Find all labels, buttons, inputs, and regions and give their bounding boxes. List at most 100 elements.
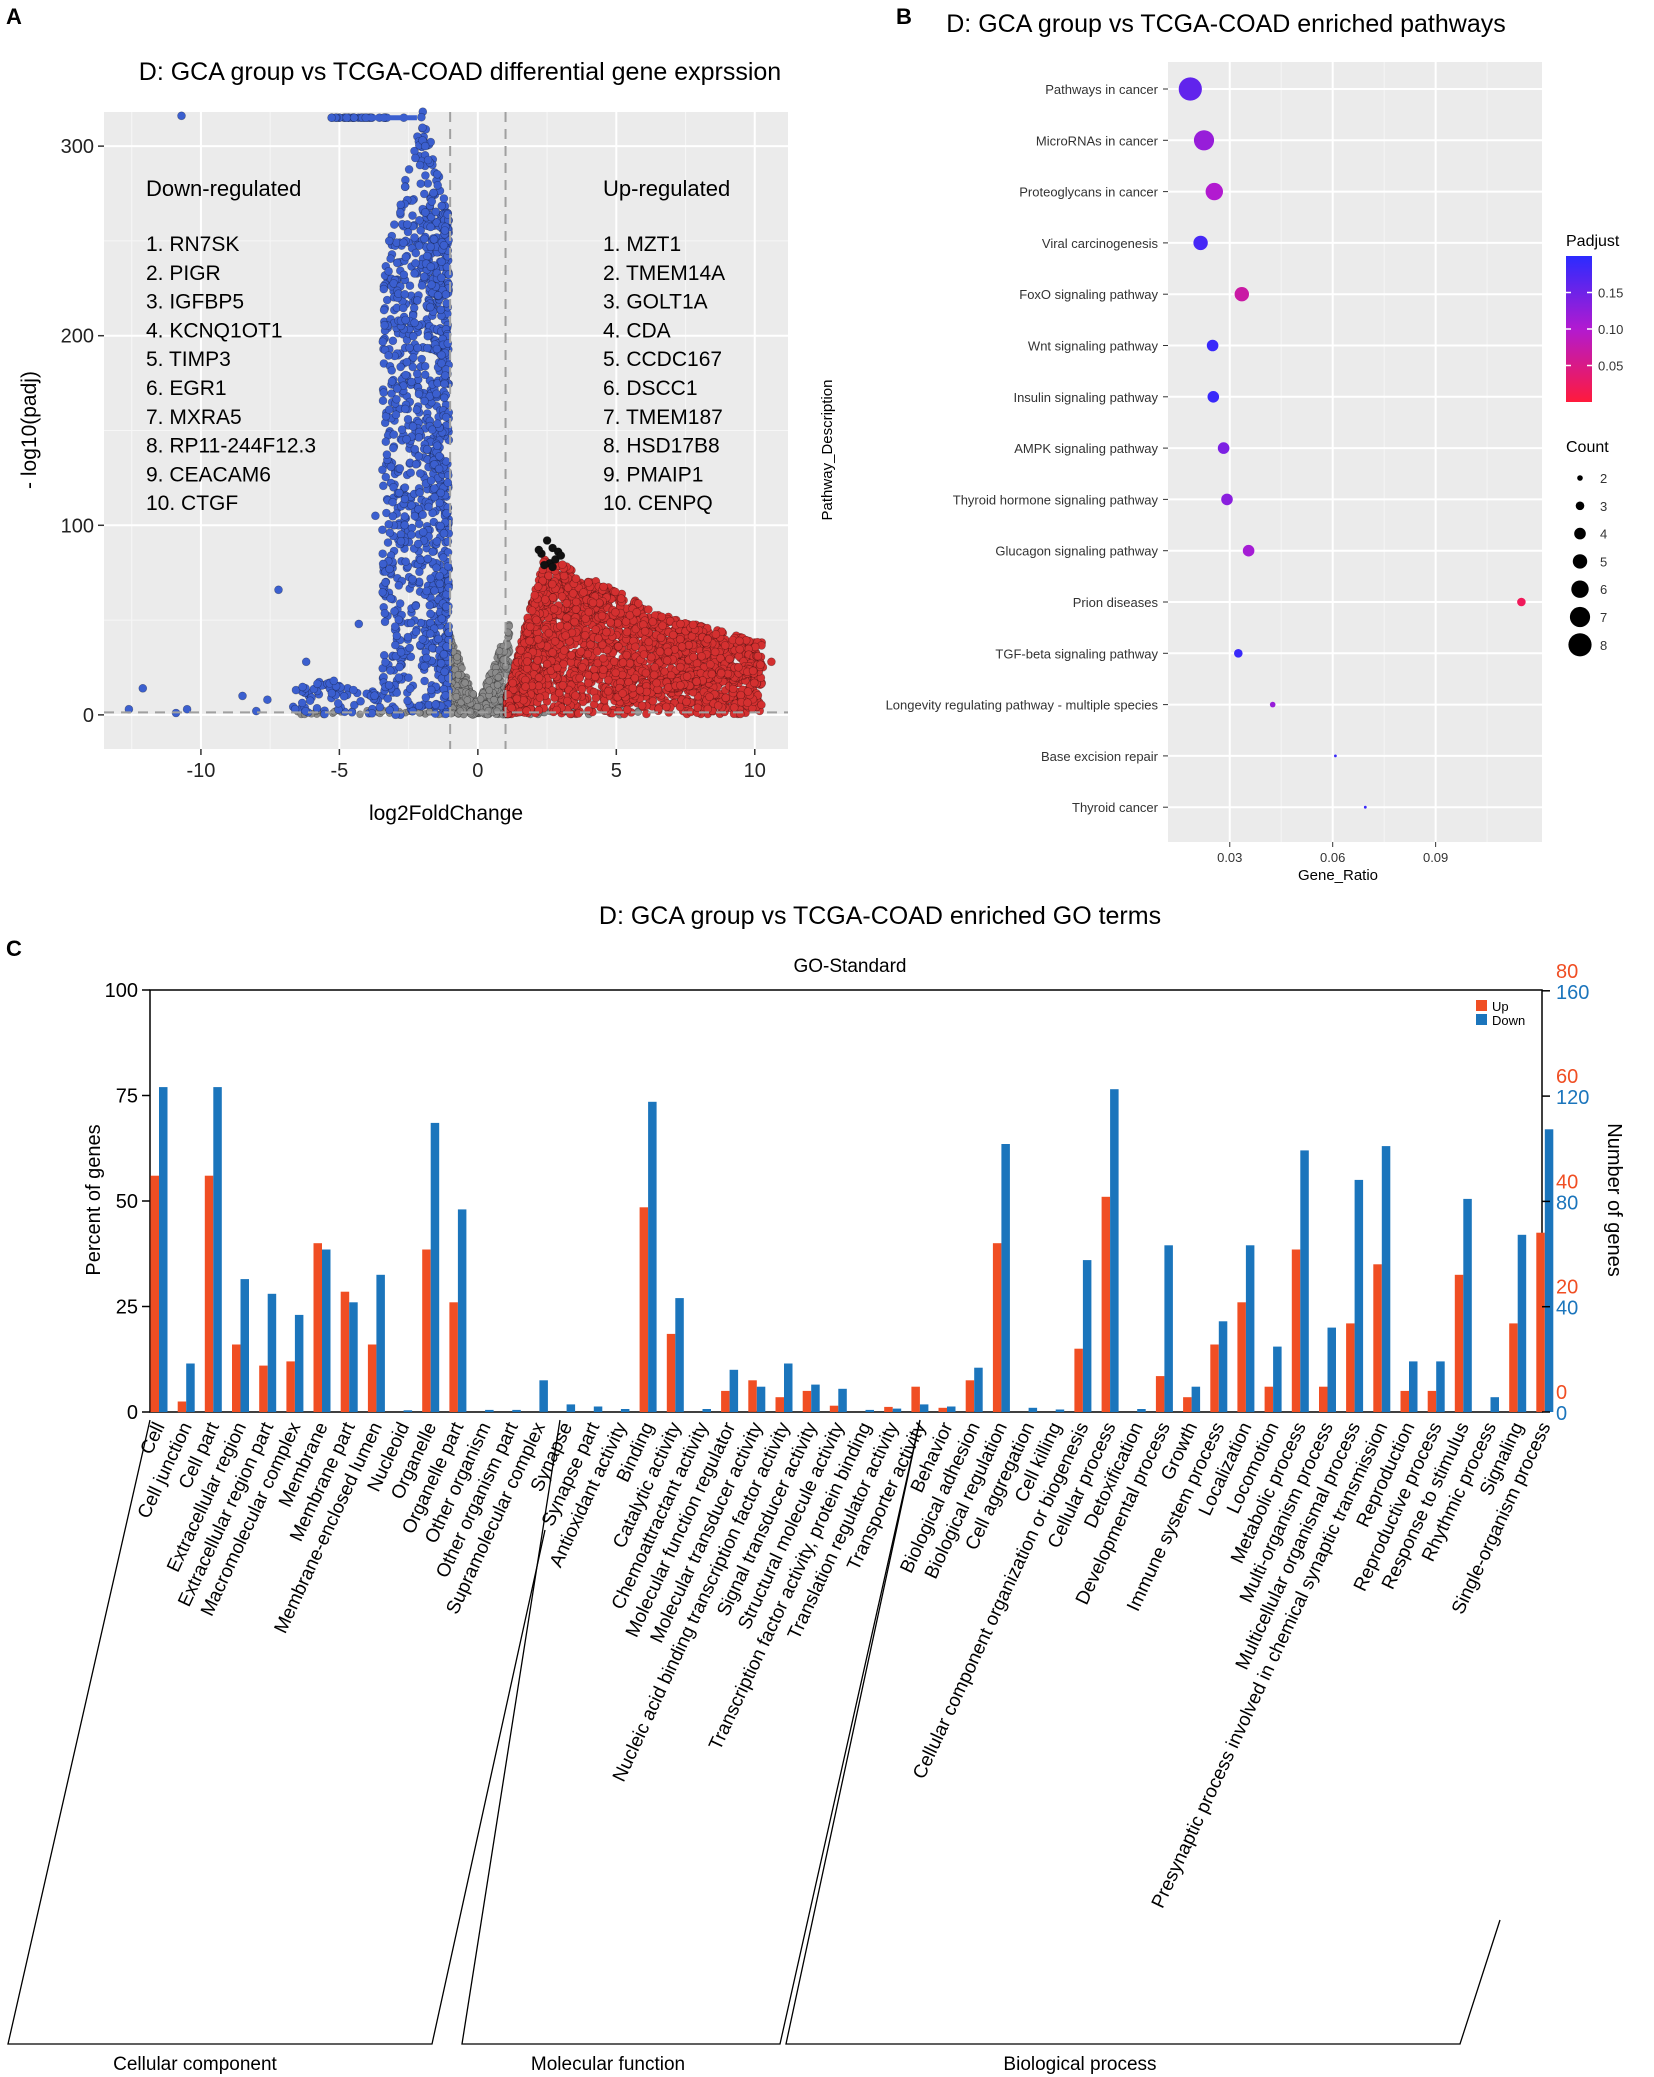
up-gene-point — [571, 597, 581, 607]
down-gene-point — [426, 262, 436, 272]
up-bar — [259, 1365, 268, 1412]
top-up-gene-point — [542, 536, 552, 545]
up-gene-point — [664, 683, 673, 692]
down-bar — [566, 1404, 576, 1412]
up-gene-point — [650, 662, 660, 672]
down-bar — [403, 1410, 413, 1412]
up-gene-point — [599, 665, 608, 675]
up-bar — [367, 1344, 377, 1412]
right-axis-down-tick-label: 160 — [1556, 982, 1589, 1004]
up-gene-point — [756, 660, 765, 670]
right-axis-up-tick-label: 0 — [1556, 1382, 1567, 1404]
panel-label-c: C — [6, 936, 22, 961]
down-gene-point — [413, 539, 423, 549]
down-gene-point — [408, 422, 418, 431]
down-gene-point — [392, 384, 402, 394]
up-gene-point — [682, 697, 691, 707]
down-bar — [1082, 1260, 1092, 1412]
down-bar — [1191, 1386, 1201, 1412]
down-gene-point — [440, 379, 449, 389]
up-gene-point — [533, 582, 543, 591]
pathway-point — [1334, 754, 1337, 758]
down-gene-point — [339, 691, 349, 701]
up-bar — [965, 1380, 975, 1412]
down-gene-point — [388, 511, 398, 521]
up-gene-point — [675, 662, 685, 672]
down-bar — [1300, 1150, 1309, 1412]
panel-a-y-axis-label: - log10(padj) — [18, 371, 41, 489]
up-gene-point — [544, 628, 554, 638]
up-gene-point — [648, 617, 658, 627]
up-bar — [1101, 1196, 1111, 1412]
molecular-function-label: Molecular function — [531, 2054, 685, 2075]
up-gene-point — [527, 606, 537, 615]
ns-gene-point — [494, 673, 503, 682]
up-gene-point — [647, 652, 656, 662]
up-bar — [829, 1405, 839, 1412]
down-gene-point — [436, 521, 445, 531]
up-gene-point — [512, 694, 522, 704]
down-bar — [620, 1409, 630, 1412]
panel-b-x-tick-label: 0.06 — [1320, 850, 1345, 865]
down-bar — [512, 1409, 521, 1412]
down-regulated-gene: 1. RN7SK — [146, 233, 239, 256]
ns-gene-point — [457, 698, 465, 707]
panel-label-a: A — [6, 4, 22, 29]
up-bar — [449, 1302, 458, 1412]
down-gene-point — [406, 468, 416, 478]
up-gene-point — [603, 686, 613, 696]
down-gene-point — [414, 433, 424, 442]
up-gene-point — [535, 693, 545, 703]
panel-a-x-tick-label: -10 — [186, 760, 215, 782]
up-gene-point — [641, 668, 651, 678]
down-gene-point — [379, 305, 389, 315]
panel-b-x-tick-label: 0.09 — [1423, 850, 1448, 865]
up-gene-point — [571, 691, 580, 700]
down-gene-point — [305, 696, 315, 706]
down-gene-point — [400, 512, 410, 521]
panel-c-left-axis-label: Percent of genes — [83, 1124, 105, 1275]
pathway-label: Proteoglycans in cancer — [1019, 185, 1158, 200]
down-gene-point — [402, 434, 411, 444]
pathway-point — [1269, 701, 1276, 708]
down-gene-point — [410, 318, 419, 328]
panel-a-y-tick-label: 300 — [61, 136, 94, 158]
up-gene-point — [618, 689, 627, 698]
down-gene-point — [384, 266, 393, 276]
up-regulated-gene: 1. MZT1 — [603, 233, 681, 256]
down-gene-point — [420, 396, 429, 406]
down-gene-point — [320, 709, 329, 719]
up-gene-point — [661, 702, 671, 712]
up-gene-point — [757, 700, 766, 710]
pathway-label: AMPK signaling pathway — [1014, 441, 1158, 456]
pathway-point — [1217, 442, 1230, 454]
down-gene-point — [415, 216, 424, 225]
down-gene-point — [395, 208, 405, 217]
down-gene-point — [431, 700, 440, 709]
capped-down-gene-point — [349, 113, 359, 122]
up-gene-point — [544, 571, 553, 581]
pathway-point — [1193, 235, 1208, 251]
down-regulated-gene: 7. MXRA5 — [146, 406, 242, 429]
up-gene-point — [655, 647, 665, 656]
down-gene-point — [421, 693, 431, 702]
up-gene-point — [558, 560, 567, 569]
down-gene-point — [427, 197, 437, 206]
top-up-gene-point — [548, 562, 557, 572]
pathway-point — [1207, 391, 1220, 403]
down-gene-point — [384, 351, 393, 360]
panel-c-title: D: GCA group vs TCGA-COAD enriched GO te… — [599, 902, 1161, 930]
down-gene-point — [430, 586, 439, 596]
down-gene-point — [313, 679, 322, 689]
down-gene-point — [405, 684, 415, 693]
count-legend-dot — [1568, 633, 1592, 657]
up-gene-point — [676, 619, 685, 629]
up-gene-point — [652, 678, 661, 688]
pathway-point — [1178, 77, 1202, 101]
up-regulated-gene: 2. TMEM14A — [603, 262, 725, 285]
down-bar — [702, 1409, 711, 1412]
pathway-point — [1205, 182, 1224, 201]
up-gene-point — [656, 633, 666, 643]
down-gene-point — [354, 619, 364, 629]
